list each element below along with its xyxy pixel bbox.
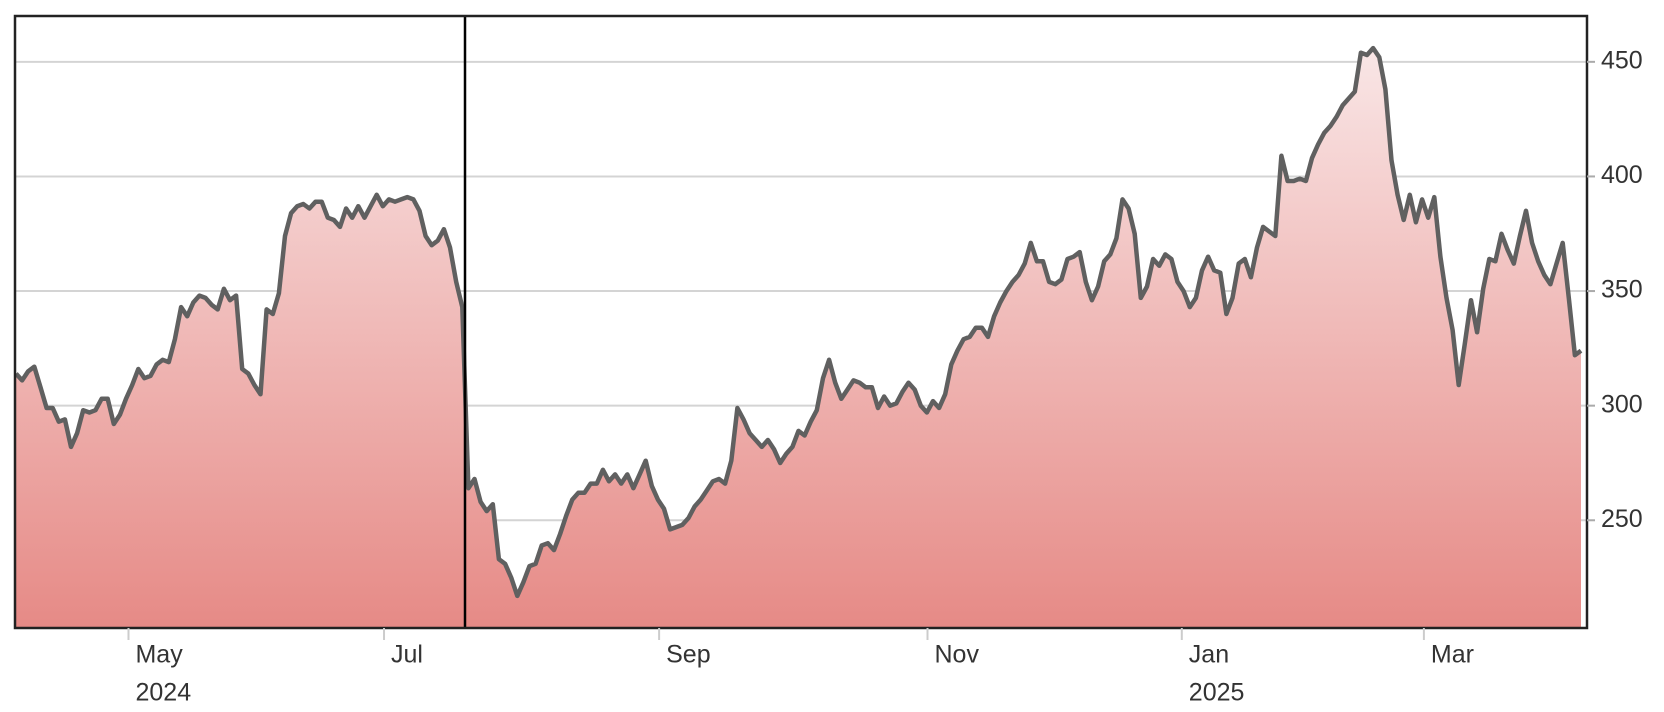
area-fill: [16, 48, 1581, 629]
plot: [14, 45, 1583, 629]
y-tick-label: 450: [1601, 46, 1643, 74]
year-label: 2025: [1189, 679, 1245, 707]
y-tick-label: 350: [1601, 276, 1643, 304]
year-label: 2024: [135, 679, 191, 707]
x-tick-label: Jan: [1189, 641, 1229, 669]
y-tick-label: 250: [1601, 505, 1643, 533]
y-tick-label: 300: [1601, 390, 1643, 418]
x-tick-label: Sep: [666, 641, 710, 669]
x-tick-label: Jul: [391, 641, 423, 669]
plot-frame: [13, 14, 1589, 630]
x-tick-label: May: [135, 641, 183, 669]
axes: 250 300 350 400 450 May Jul Sep Nov Jan Mar 2024 202…: [127, 46, 1643, 707]
x-tick-label: Mar: [1431, 641, 1474, 669]
x-tick-label: Nov: [934, 641, 979, 669]
y-tick-label: 400: [1601, 161, 1643, 189]
price-line: [14, 45, 1583, 599]
